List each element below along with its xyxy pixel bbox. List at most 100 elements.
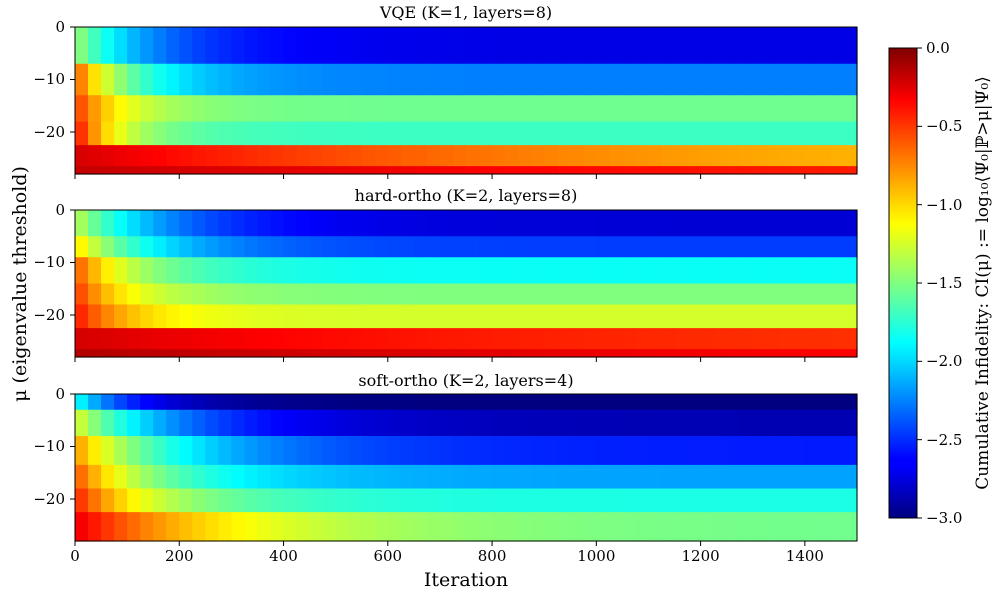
heatmap-cell [752,27,767,65]
heatmap-cell [752,394,767,411]
heatmap-cell [335,349,350,358]
heatmap-cell [661,95,676,123]
heatmap-cell [270,464,285,490]
heatmap-cell [544,283,558,306]
heatmap-cell [648,409,663,437]
heatmap-cell [544,349,558,358]
heatmap-cell [387,436,402,466]
heatmap-cell [114,145,128,167]
heatmap-cell [466,145,480,167]
heatmap-cell [348,257,363,285]
heatmap-cell [127,328,141,350]
heatmap-cell [583,210,597,237]
heatmap-cell [322,283,337,306]
heatmap-cell [765,409,780,437]
heatmap-cell [270,236,285,258]
heatmap-cell [661,464,676,490]
heatmap-cell [817,409,832,437]
heatmap-cell [309,27,324,65]
heatmap-cell [153,464,167,490]
heatmap-cell [518,257,532,285]
heatmap-cell [361,436,376,466]
heatmap-cell [817,95,832,123]
heatmap-cell [452,283,467,306]
heatmap-cell [531,210,545,237]
heatmap-cell [140,464,154,490]
heatmap-cell [452,409,467,437]
heatmap-cell [296,283,311,306]
heatmap-cell [674,304,689,329]
heatmap-cell [804,436,819,466]
heatmap-cell [752,95,767,123]
heatmap-cell [426,210,441,237]
heatmap-cell [192,464,206,490]
heatmap-cell [374,257,389,285]
colorbar-label: Cumulative Infidelity: CI(μ) := log₁₀⟨Ψ₀… [973,76,993,490]
heatmap-cell [739,283,754,306]
heatmap-cell [101,394,115,411]
heatmap-cell [231,394,246,411]
heatmap-cell [400,257,415,285]
heatmap-cell [765,257,780,285]
heatmap-cell [140,394,154,411]
heatmap-cell [739,95,754,123]
heatmap-cell [830,257,845,285]
heatmap-cell [466,257,480,285]
heatmap-cell [622,210,637,237]
heatmap-cell [609,349,623,358]
heatmap-cell [661,394,676,411]
heatmap-cell [296,436,311,466]
heatmap-cell [635,394,650,411]
heatmap-cell [439,464,454,490]
heatmap-cell [179,488,193,513]
heatmap-cell [596,95,610,123]
heatmap-cell [218,394,232,411]
heatmap-cell [439,394,454,411]
heatmap-cell [270,257,285,285]
heatmap-cell [426,512,441,542]
heatmap-cell [466,166,480,175]
heatmap-cell [765,328,780,350]
heatmap-cell [231,63,246,96]
heatmap-cell [426,488,441,513]
heatmap-cell [140,121,154,146]
heatmap-cell [674,283,689,306]
heatmap-cell [609,394,623,411]
heatmap-cell [244,63,259,96]
heatmap-cell [778,166,793,175]
heatmap-cell [114,210,128,237]
heatmap-cell [466,409,480,437]
heatmap-cell [778,236,793,258]
heatmap-cell [101,145,115,167]
heatmap-cell [622,488,637,513]
heatmap-cell [452,63,467,96]
heatmap-cell [752,349,767,358]
heatmap-cell [492,349,506,358]
heatmap-cell [322,512,337,542]
heatmap-cell [205,328,219,350]
heatmap-cell [452,95,467,123]
heatmap-cell [544,257,558,285]
y-ticks-vqe: 0 −10 −20 [33,18,65,141]
heatmap-cell [153,283,167,306]
heatmap-cell [192,95,206,123]
heatmap-cell [466,27,480,65]
heatmap-cell [387,257,402,285]
heatmap-cell [335,488,350,513]
heatmap-cell [661,210,676,237]
heatmap-cell [713,512,728,542]
x-tick-label: 0 [70,547,80,565]
heatmap-cell [804,304,819,329]
heatmap-cell [661,63,676,96]
heatmap-cell [635,409,650,437]
heatmap-cell [531,349,545,358]
heatmap-cell [387,394,402,411]
heatmap-cell [218,328,232,350]
heatmap-cell [570,121,584,146]
heatmap-cell [648,236,663,258]
heatmap-cell [778,436,793,466]
heatmap-cell [426,121,441,146]
heatmap-cell [257,464,272,490]
heatmap-cell [75,304,89,329]
heatmap-cell [257,210,272,237]
